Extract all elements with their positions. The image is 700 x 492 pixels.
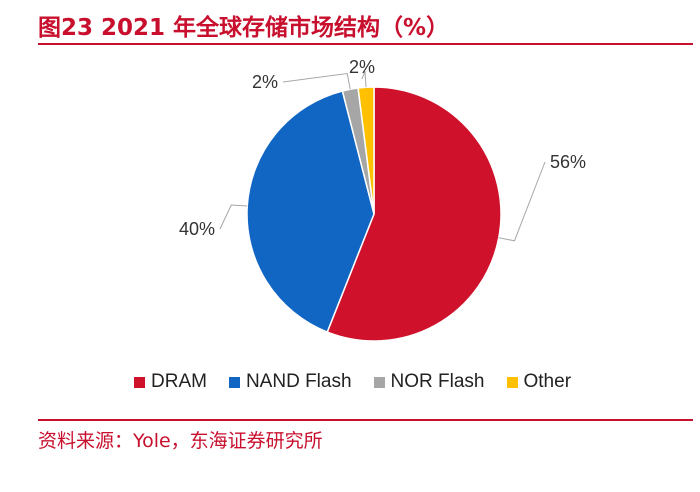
legend-item-dram: DRAM [134, 371, 207, 393]
title-divider [38, 43, 693, 45]
data-label-other: 2% [349, 57, 375, 77]
figure-title: 图23 2021 年全球存储市场结构（%） [38, 15, 450, 41]
legend-item-other: Other [506, 371, 572, 393]
pie-chart: 56% 40% 2% 2% [179, 57, 586, 342]
legend-swatch [228, 376, 240, 388]
leader-line-dram [498, 161, 546, 242]
legend-label: Other [523, 371, 572, 392]
leader-line-nand-flash [219, 204, 248, 230]
chart-legend: DRAM NAND Flash NOR Flash Other [134, 371, 571, 393]
legend-item-nand-flash: NAND Flash [228, 371, 352, 393]
leader-line-other [361, 71, 367, 88]
legend-label: NAND Flash [245, 371, 352, 392]
source-divider [38, 419, 693, 421]
legend-label: DRAM [151, 371, 207, 392]
legend-swatch [373, 376, 385, 388]
legend-label: NOR Flash [390, 371, 485, 392]
leader-line-nor-flash [282, 72, 351, 90]
data-label-dram: 56% [550, 152, 586, 172]
legend-swatch [506, 376, 518, 388]
legend-swatch [134, 376, 145, 388]
pie-slice-other [357, 86, 375, 215]
source-note: 资料来源：Yole，东海证券研究所 [38, 430, 323, 452]
data-label-nand-flash: 40% [179, 219, 215, 239]
pie-slice-dram [326, 86, 502, 342]
legend-item-nor-flash: NOR Flash [373, 371, 485, 393]
data-label-nor-flash: 2% [252, 72, 278, 92]
